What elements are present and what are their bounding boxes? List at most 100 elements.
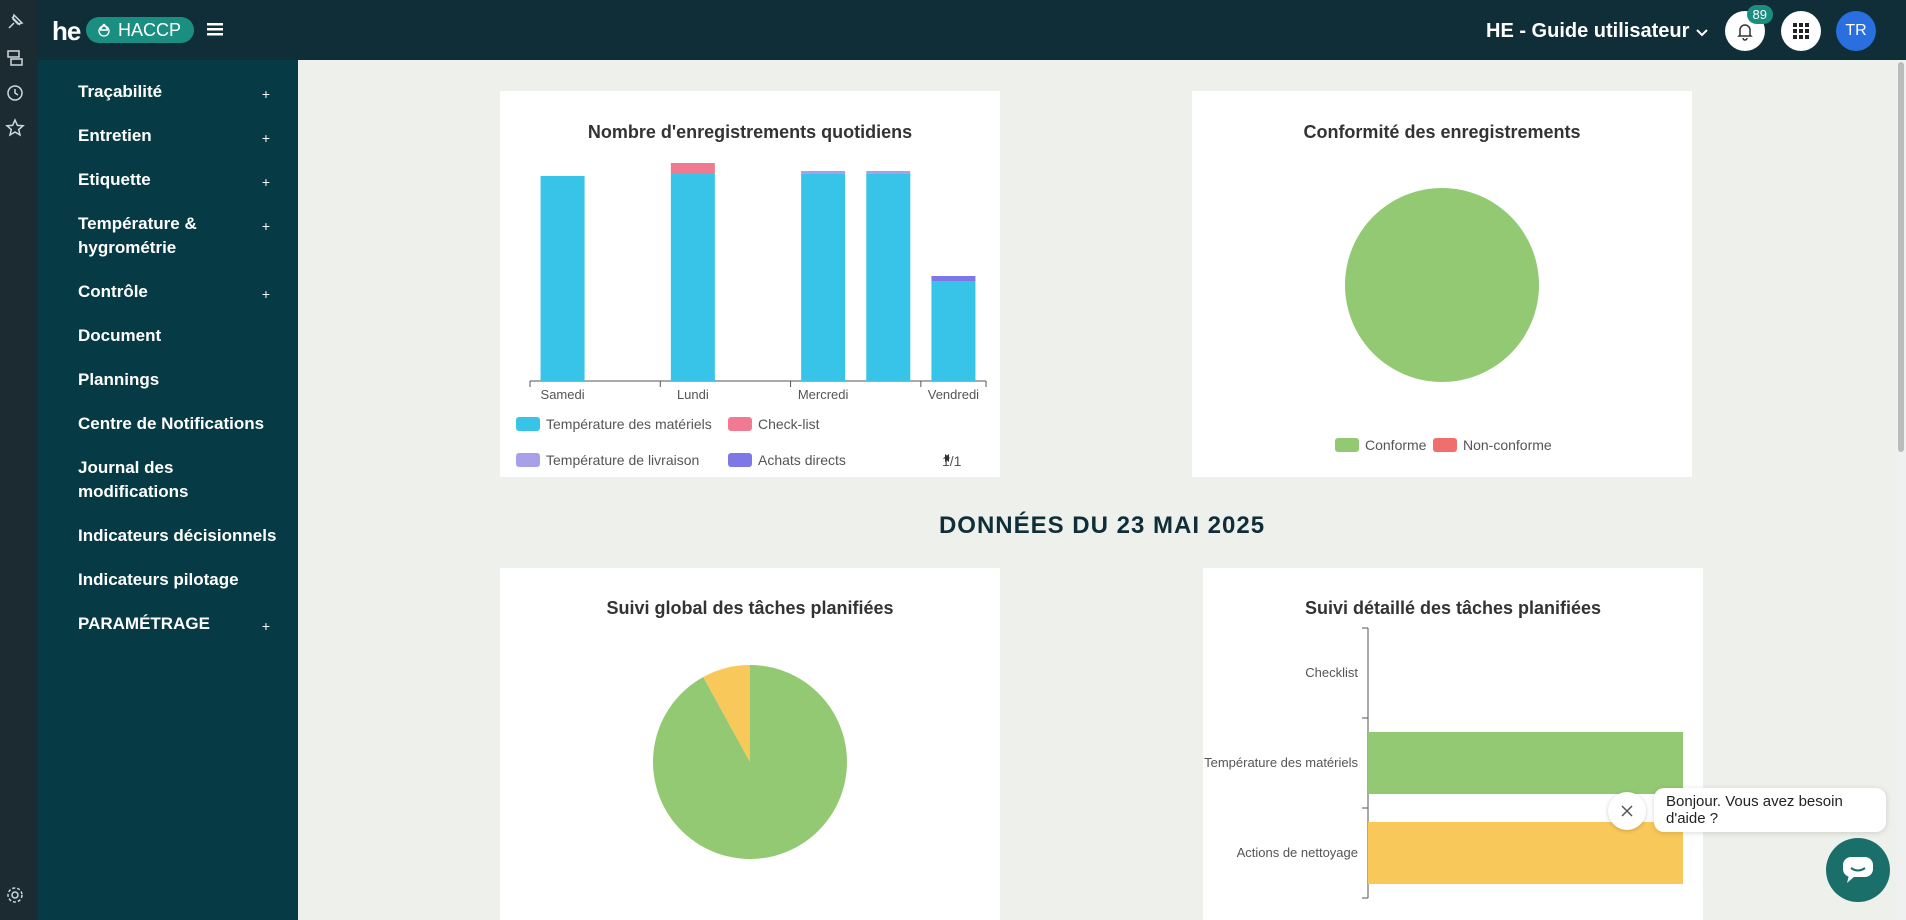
sidebar-item-label: Journal des modifications <box>78 458 189 501</box>
sidebar-item-label: Indicateurs décisionnels <box>78 526 277 545</box>
expand-icon[interactable]: + <box>261 174 270 190</box>
sidebar-item[interactable]: Journal des modifications <box>38 446 298 514</box>
bar-segment[interactable] <box>540 176 585 381</box>
scrollbar-thumb[interactable] <box>1898 62 1904 452</box>
expand-icon[interactable]: + <box>261 618 270 634</box>
bar-segment[interactable] <box>670 173 715 381</box>
sidebar-item[interactable]: Plannings <box>38 358 298 402</box>
legend-label: Conforme <box>1365 437 1427 453</box>
sidebar-item[interactable]: Centre de Notifications <box>38 402 298 446</box>
legend-item[interactable]: Température de livraison <box>516 452 699 468</box>
bar-segment[interactable] <box>931 276 976 281</box>
sidebar-item[interactable]: Température & hygrométrie + <box>38 202 298 270</box>
legend-pagination: 1/1 <box>942 453 961 469</box>
chart-title: Conformité des enregistrements <box>1303 122 1581 142</box>
sidebar-item[interactable]: PARAMÉTRAGE + <box>38 602 298 646</box>
sidebar-item[interactable]: Entretien + <box>38 114 298 158</box>
pin-icon[interactable] <box>5 12 25 32</box>
bar-segment[interactable] <box>801 171 846 174</box>
notifications-button[interactable]: 89 <box>1725 5 1773 51</box>
x-tick-label: Samedi <box>541 387 585 402</box>
detailed-tasks-card: Suivi détaillé des tâches planifiées Che… <box>1203 568 1703 920</box>
section-title: DONNÉES DU 23 MAI 2025 <box>938 512 1266 539</box>
gear-icon[interactable] <box>5 885 25 905</box>
sidebar-item-label: Entretien <box>78 126 152 145</box>
y-tick-label: Checklist <box>1305 665 1358 680</box>
conformity-card: Conformité des enregistrements Conforme … <box>1192 91 1692 477</box>
y-tick-label: Actions de nettoyage <box>1237 845 1358 860</box>
legend-label: Température de livraison <box>546 452 700 468</box>
app-badge[interactable]: HACCP <box>86 17 194 43</box>
chevron-down-icon <box>1696 28 1709 36</box>
legend-item[interactable]: Check-list <box>728 416 819 432</box>
database-icon[interactable] <box>5 48 25 68</box>
y-tick-label: Température des matériels <box>1204 755 1358 770</box>
left-rail <box>0 0 38 920</box>
bar-segment[interactable] <box>801 174 846 381</box>
bar-segment[interactable] <box>670 163 715 173</box>
legend-label: Check-list <box>758 416 820 432</box>
sidebar-item-label: Etiquette <box>78 170 151 189</box>
next-page-icon[interactable] <box>942 453 952 463</box>
sidebar-item-label: Contrôle <box>78 282 148 301</box>
global-tasks-pie <box>653 665 847 859</box>
chat-close-button[interactable] <box>1608 792 1646 830</box>
sidebar-item[interactable]: Traçabilité + <box>38 70 298 114</box>
sidebar-item-label: Document <box>78 326 162 345</box>
bar-segment[interactable] <box>866 174 911 381</box>
scrollbar[interactable] <box>1896 60 1906 920</box>
daily-records-chart: Samedi Lundi Mercredi Vendredi <box>529 163 987 402</box>
app-name: HACCP <box>118 19 182 40</box>
global-tasks-slice[interactable] <box>703 665 750 762</box>
sidebar-item[interactable]: Document <box>38 314 298 358</box>
legend-item[interactable]: Achats directs <box>728 452 846 468</box>
bar[interactable] <box>1368 822 1683 884</box>
site-name: HE - Guide utilisateur <box>1486 20 1690 42</box>
bar[interactable] <box>1368 732 1683 794</box>
legend-item[interactable]: Non-conforme <box>1433 437 1552 453</box>
bar-segment[interactable] <box>866 171 911 174</box>
legend-swatch <box>728 417 752 431</box>
chart-title: Suivi détaillé des tâches planifiées <box>1304 598 1602 618</box>
chat-open-button[interactable] <box>1826 838 1890 902</box>
legend-swatch <box>1335 438 1359 452</box>
sidebar-item-label: Traçabilité <box>78 82 163 101</box>
menu-icon[interactable] <box>206 20 224 38</box>
legend-label: Non-conforme <box>1463 437 1552 453</box>
sidebar-item-label: Température & hygrométrie <box>78 214 197 257</box>
sidebar-item[interactable]: Etiquette + <box>38 158 298 202</box>
legend-item[interactable]: Température des matériels <box>516 416 712 432</box>
daily-records-card: Nombre d'enregistrements quotidiens Same… <box>500 91 1000 477</box>
x-tick-label: Mercredi <box>798 387 849 402</box>
expand-icon[interactable]: + <box>261 286 270 302</box>
sidebar-item[interactable]: Indicateurs pilotage <box>38 558 298 602</box>
bell-icon <box>1737 24 1753 41</box>
legend-swatch <box>728 453 752 467</box>
expand-icon[interactable]: + <box>261 218 270 234</box>
expand-icon[interactable]: + <box>261 130 270 146</box>
conformity-slice[interactable] <box>1345 188 1539 382</box>
chat-message[interactable]: Bonjour. Vous avez besoin d'aide ? <box>1654 788 1886 832</box>
clock-icon[interactable] <box>5 83 25 103</box>
expand-icon[interactable]: + <box>261 86 270 102</box>
conformity-pie <box>1345 188 1539 382</box>
star-icon[interactable] <box>5 118 25 138</box>
bar-segment[interactable] <box>931 281 976 381</box>
apps-button[interactable] <box>1781 11 1821 51</box>
sidebar-item[interactable]: Contrôle + <box>38 270 298 314</box>
site-selector[interactable]: HE - Guide utilisateur <box>1486 20 1709 43</box>
logo: he <box>52 16 81 46</box>
global-tasks-card: Suivi global des tâches planifiées <box>500 568 1000 920</box>
grid-icon <box>1793 23 1809 39</box>
legend-swatch <box>1433 438 1457 452</box>
legend-item[interactable]: Conforme <box>1335 437 1426 453</box>
legend-swatch <box>516 453 540 467</box>
notification-badge: 89 <box>1746 5 1773 24</box>
avatar[interactable]: TR <box>1836 11 1876 51</box>
close-icon <box>1621 805 1633 817</box>
recycle-icon <box>98 23 110 37</box>
sidebar-item-label: Plannings <box>78 370 160 389</box>
sidebar-item[interactable]: Indicateurs décisionnels <box>38 514 298 558</box>
top-bar: he HACCP HE - Guide utilisateur 89 TR <box>38 0 1906 60</box>
sidebar-item-label: PARAMÉTRAGE <box>78 614 210 633</box>
